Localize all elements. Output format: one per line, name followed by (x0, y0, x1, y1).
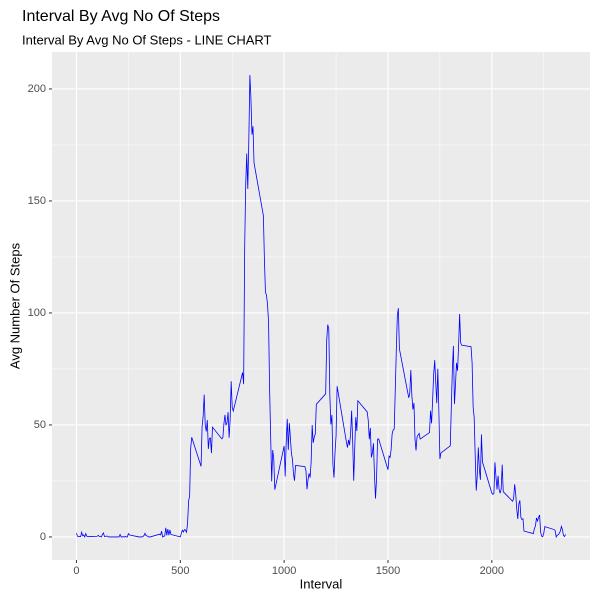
data-line (76, 75, 566, 539)
x-tick-label: 1500 (376, 565, 400, 577)
y-tick-label: 200 (28, 83, 46, 95)
y-axis-label: Avg Number Of Steps (7, 242, 22, 369)
x-tick-label: 500 (171, 565, 189, 577)
y-tick-label: 150 (28, 195, 46, 207)
x-tick-label: 0 (73, 565, 79, 577)
y-tick-label: 50 (34, 419, 46, 431)
y-tick-label: 0 (40, 531, 46, 543)
x-tick-label: 1000 (272, 565, 296, 577)
x-tick-label: 2000 (480, 565, 504, 577)
chart-title: Interval By Avg No Of Steps (22, 8, 220, 25)
x-axis-label: Interval (300, 576, 343, 591)
y-tick-label: 100 (28, 307, 46, 319)
chart-subtitle: Interval By Avg No Of Steps - LINE CHART (22, 32, 272, 47)
plot-panel (52, 52, 590, 560)
